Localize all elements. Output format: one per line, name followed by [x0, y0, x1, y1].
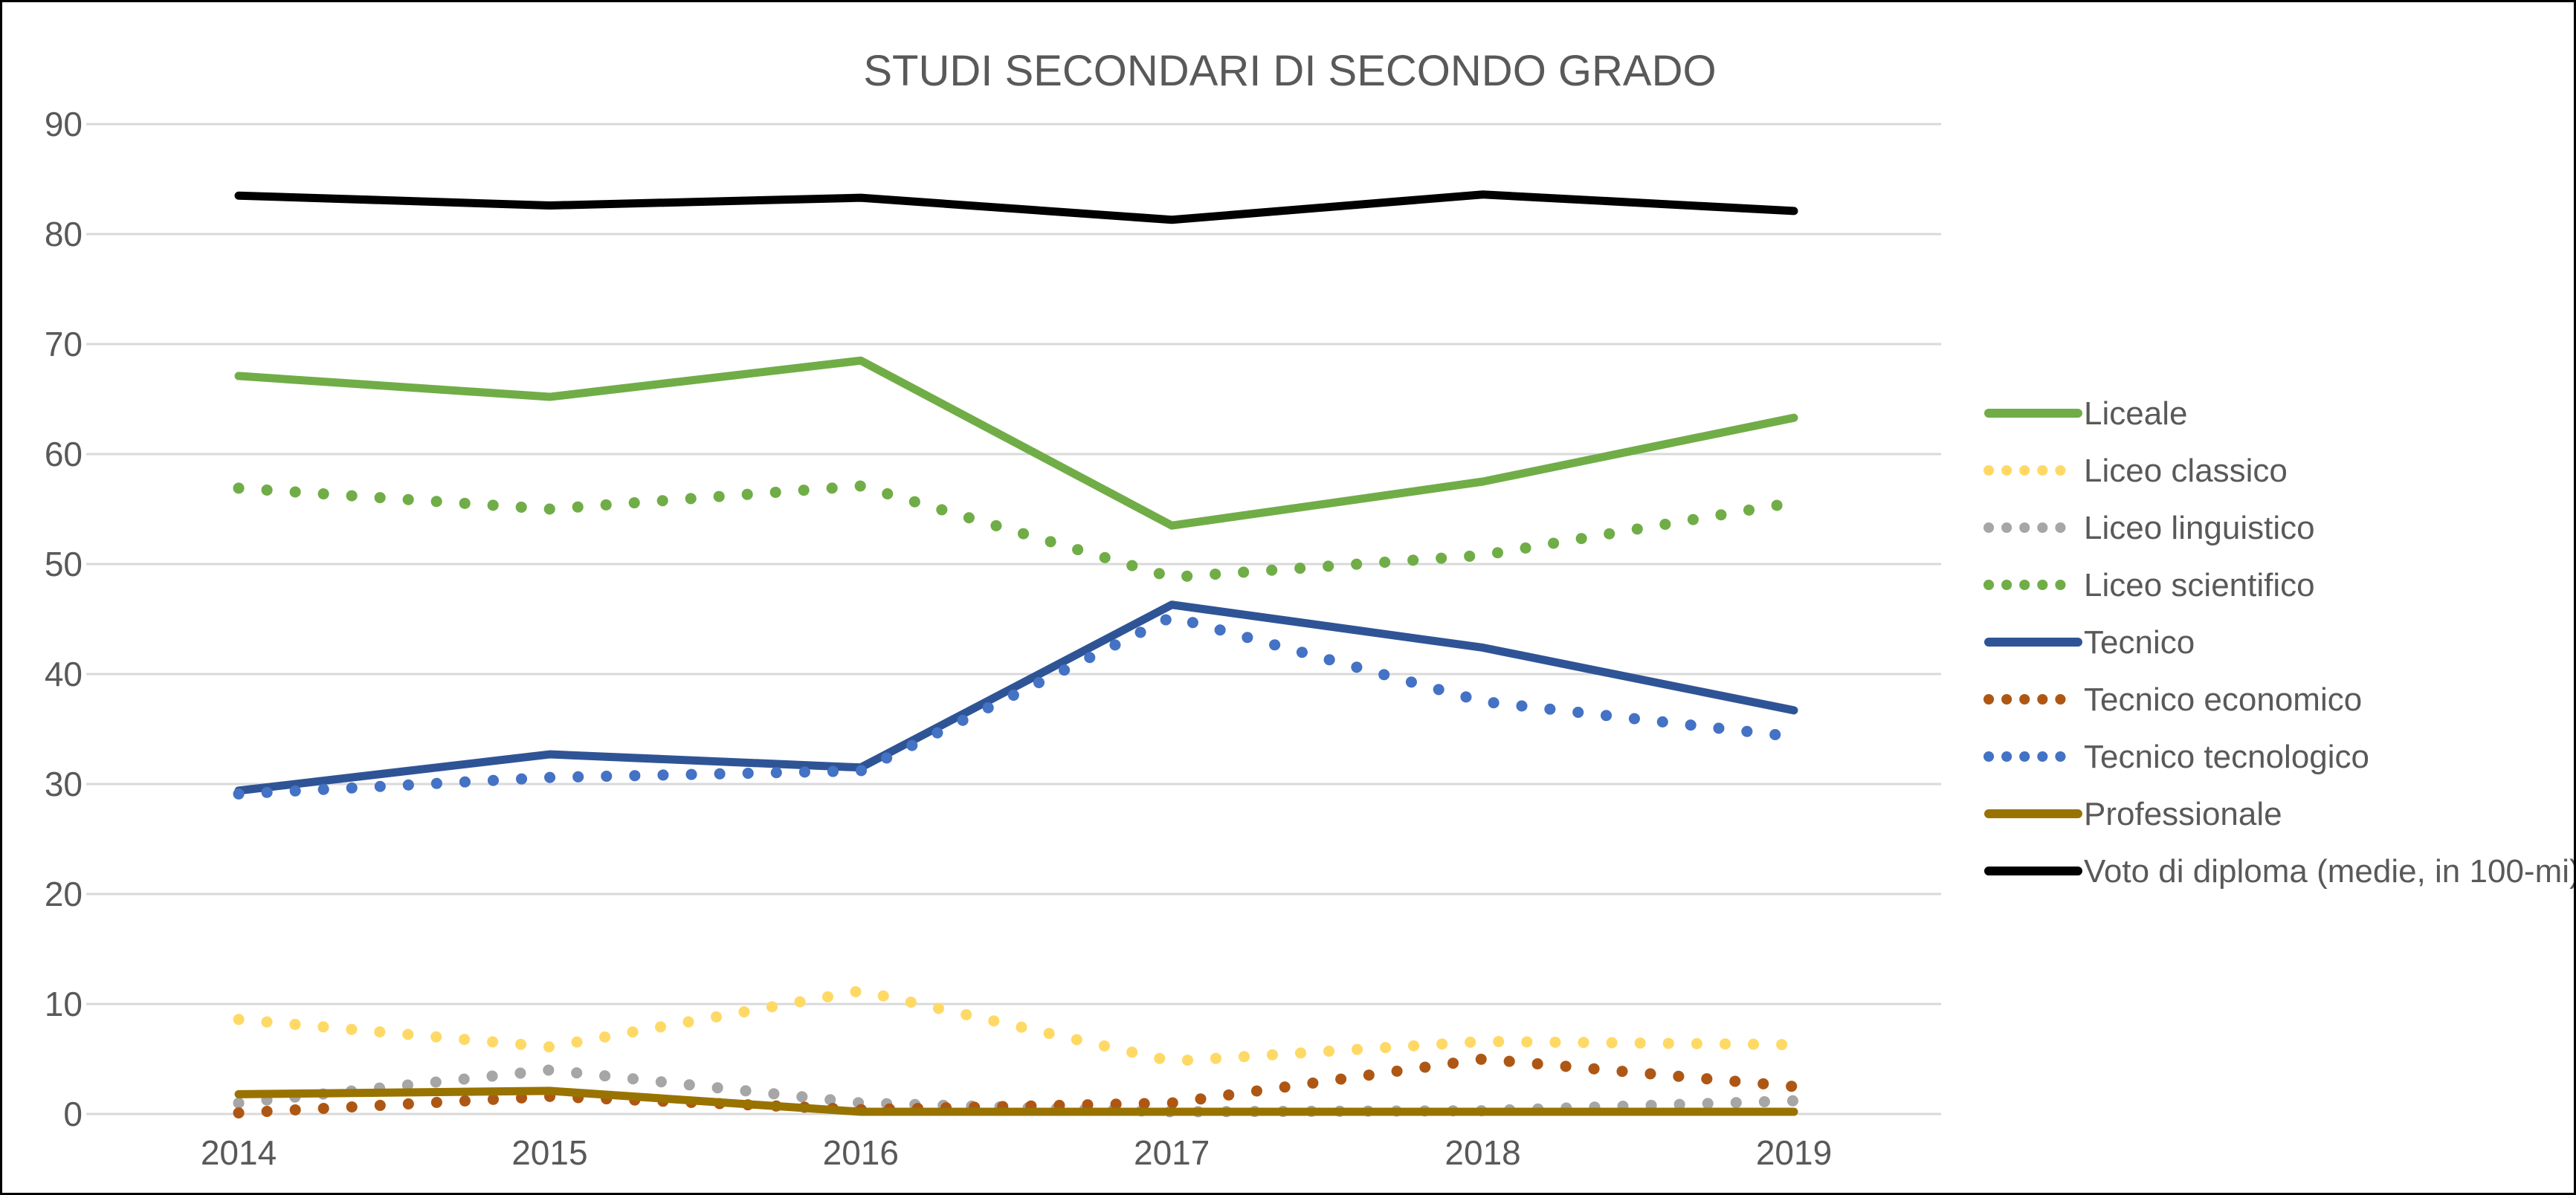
series-group [233, 190, 1800, 1119]
y-tick-label: 90 [45, 105, 83, 143]
y-tick-label: 0 [63, 1095, 83, 1133]
y-tick-label: 80 [45, 215, 83, 253]
legend-item-liceale: Liceale [1984, 395, 2187, 432]
legend-item-liceo-linguistico: Liceo linguistico [1983, 510, 2315, 546]
series-line-tecnico [234, 600, 1798, 795]
legend-label-professionale: Professionale [2084, 796, 2282, 832]
series-line-professionale [234, 1086, 1798, 1116]
x-tick-label: 2018 [1444, 1133, 1520, 1172]
series-line-liceo-classico [233, 985, 1800, 1067]
y-tick-label: 60 [45, 435, 83, 473]
y-tick-label: 50 [45, 545, 83, 583]
legend-item-voto-di-diploma-medie-in-100-mi: Voto di diploma (medie, in 100-mi) [1984, 853, 2576, 890]
legend-item-tecnico-economico: Tecnico economico [1983, 681, 2362, 718]
y-tick-label: 70 [45, 325, 83, 363]
x-axis-labels: 2014 2015 2016 2017 2018 2019 [201, 1133, 1832, 1172]
legend-item-liceo-scientifico: Liceo scientifico [1983, 567, 2315, 603]
legend-label-tecnico-economico: Tecnico economico [2084, 681, 2362, 718]
x-tick-label: 2016 [823, 1133, 899, 1172]
legend-label-liceo-linguistico: Liceo linguistico [2084, 510, 2315, 546]
legend: Liceale Liceo classico Liceo linguistico Li… [1983, 395, 2576, 890]
legend-label-liceo-classico: Liceo classico [2084, 453, 2288, 489]
legend-item-tecnico: Tecnico [1984, 624, 2195, 661]
x-tick-label: 2015 [511, 1133, 587, 1172]
chart-title: STUDI SECONDARI DI SECONDO GRADO [863, 47, 1716, 95]
series-line-voto-di-diploma-medie-in-100-mi [234, 190, 1798, 224]
y-tick-label: 40 [45, 655, 83, 693]
y-tick-label: 20 [45, 875, 83, 913]
x-tick-label: 2014 [201, 1133, 277, 1172]
series-line-tecnico-tecnologico [233, 611, 1800, 800]
gridlines-group [86, 123, 1941, 1115]
legend-label-tecnico: Tecnico [2084, 624, 2195, 661]
x-tick-label: 2019 [1756, 1133, 1832, 1172]
x-tick-label: 2017 [1134, 1133, 1210, 1172]
legend-label-liceale: Liceale [2084, 395, 2187, 432]
y-tick-label: 30 [45, 765, 83, 803]
legend-label-tecnico-tecnologico: Tecnico tecnologico [2084, 739, 2369, 775]
series-line-tecnico-economico [233, 1053, 1800, 1119]
series-line-liceo-scientifico [233, 480, 1800, 583]
legend-item-professionale: Professionale [1984, 796, 2282, 832]
legend-label-liceo-scientifico: Liceo scientifico [2084, 567, 2315, 603]
series-line-liceale [234, 356, 1798, 530]
legend-label-voto-di-diploma-medie-in-100-mi: Voto di diploma (medie, in 100-mi) [2084, 853, 2576, 890]
legend-item-liceo-classico: Liceo classico [1983, 453, 2288, 489]
y-axis-labels: 0 10 20 30 40 50 60 70 80 90 [45, 105, 83, 1133]
y-tick-label: 10 [45, 985, 83, 1023]
legend-item-tecnico-tecnologico: Tecnico tecnologico [1983, 739, 2369, 775]
